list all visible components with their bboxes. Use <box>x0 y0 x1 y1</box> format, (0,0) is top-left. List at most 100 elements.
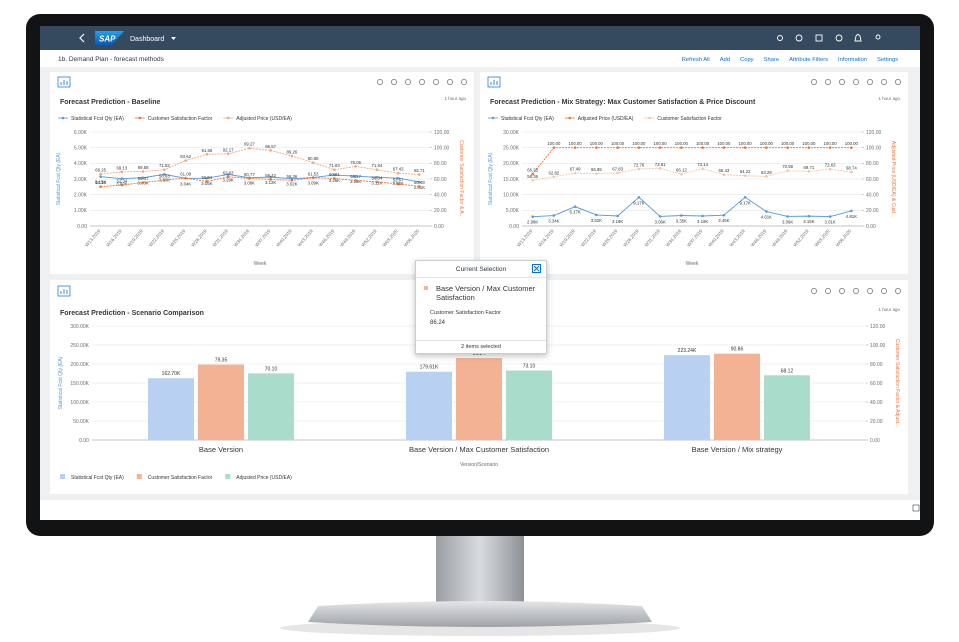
data-point[interactable] <box>552 175 556 179</box>
legend-label[interactable]: Statistical Fcst Qty (EA) <box>71 116 124 122</box>
data-point[interactable] <box>680 214 683 217</box>
bar[interactable] <box>764 375 810 440</box>
data-point[interactable] <box>616 146 619 149</box>
bar[interactable] <box>406 371 452 440</box>
data-point[interactable] <box>552 214 556 217</box>
data-point[interactable] <box>595 146 598 149</box>
data-point[interactable] <box>141 176 145 180</box>
toolbar-icon[interactable] <box>853 79 859 85</box>
shell-title[interactable]: Dashboard <box>130 36 164 43</box>
action-button[interactable]: Attribute Filters <box>789 57 828 63</box>
data-point[interactable] <box>850 146 853 149</box>
data-point[interactable] <box>226 152 230 156</box>
data-point[interactable] <box>226 173 230 176</box>
legend-label[interactable]: Statistical Fcst Qty (EA) <box>501 116 554 122</box>
data-point[interactable] <box>375 168 379 172</box>
data-point[interactable] <box>311 161 315 164</box>
data-point[interactable] <box>637 195 641 199</box>
data-point[interactable] <box>722 173 726 177</box>
toolbar-icon[interactable] <box>839 79 845 85</box>
chart-type-button[interactable] <box>57 76 71 88</box>
toolbar-icon[interactable] <box>853 288 859 294</box>
popover-footer[interactable]: 2 items selected <box>416 340 546 353</box>
data-point[interactable] <box>120 170 124 174</box>
data-point[interactable] <box>290 178 294 182</box>
data-point[interactable] <box>269 149 272 152</box>
data-point[interactable] <box>637 167 641 171</box>
close-button[interactable] <box>532 264 541 273</box>
data-point[interactable] <box>184 159 187 162</box>
chart-type-button[interactable] <box>57 285 71 297</box>
data-point[interactable] <box>333 168 336 172</box>
data-point[interactable] <box>311 176 315 180</box>
toolbar-icon[interactable] <box>811 288 817 294</box>
data-point[interactable] <box>850 209 853 213</box>
toolbar-icon[interactable] <box>377 79 383 85</box>
action-button[interactable]: Information <box>838 57 867 63</box>
data-point[interactable] <box>375 180 379 184</box>
data-point[interactable] <box>595 213 598 217</box>
data-point[interactable] <box>701 146 704 149</box>
data-point[interactable] <box>205 152 209 156</box>
data-point[interactable] <box>184 176 187 180</box>
data-point[interactable] <box>375 175 379 179</box>
data-point[interactable] <box>531 178 534 182</box>
data-point[interactable] <box>531 215 534 218</box>
bar[interactable] <box>714 353 760 440</box>
data-point[interactable] <box>658 167 662 170</box>
data-point[interactable] <box>418 180 421 184</box>
data-point[interactable] <box>99 185 102 189</box>
action-button[interactable]: Add <box>720 57 730 63</box>
data-point[interactable] <box>658 215 662 218</box>
data-point[interactable] <box>765 210 768 213</box>
data-point[interactable] <box>701 167 704 171</box>
feedback-icon[interactable] <box>815 34 823 42</box>
data-point[interactable] <box>396 182 400 186</box>
data-point[interactable] <box>99 172 102 176</box>
toolbar-icon[interactable] <box>839 288 845 294</box>
data-point[interactable] <box>722 146 726 149</box>
user-icon[interactable] <box>875 34 881 40</box>
data-point[interactable] <box>807 214 811 218</box>
data-point[interactable] <box>573 205 577 208</box>
toolbar-icon[interactable] <box>811 79 817 85</box>
data-point[interactable] <box>701 214 704 218</box>
toolbar-icon[interactable] <box>867 79 873 85</box>
data-point[interactable] <box>743 195 747 199</box>
action-button[interactable]: Settings <box>877 57 898 63</box>
data-point[interactable] <box>616 171 619 175</box>
chart-type-button[interactable] <box>487 76 501 88</box>
toolbar-icon[interactable] <box>881 79 887 85</box>
data-point[interactable] <box>120 183 124 187</box>
data-point[interactable] <box>354 165 357 168</box>
back-button[interactable] <box>79 33 85 43</box>
bar[interactable] <box>456 358 502 440</box>
legend-label[interactable]: Customer Satisfaction Factor <box>657 116 722 122</box>
data-point[interactable] <box>765 146 768 149</box>
toolbar-icon[interactable] <box>391 79 397 85</box>
data-point[interactable] <box>637 146 641 149</box>
data-point[interactable] <box>807 146 811 149</box>
data-point[interactable] <box>658 146 662 149</box>
data-point[interactable] <box>531 172 534 176</box>
data-point[interactable] <box>290 154 294 158</box>
legend-label[interactable]: Adjusted Price (USD/EA) <box>578 116 634 122</box>
legend-label[interactable]: Customer Satisfaction Factor <box>148 116 213 122</box>
data-point[interactable] <box>269 178 272 181</box>
notify-icon[interactable] <box>854 34 862 42</box>
info-icon[interactable] <box>835 34 843 42</box>
data-point[interactable] <box>163 168 166 172</box>
data-point[interactable] <box>595 172 598 175</box>
data-point[interactable] <box>333 177 336 180</box>
toolbar-icon[interactable] <box>895 79 901 85</box>
bar[interactable] <box>198 364 244 440</box>
data-point[interactable] <box>163 173 166 176</box>
action-button[interactable]: Refresh All <box>682 57 710 63</box>
data-point[interactable] <box>786 146 789 149</box>
data-point[interactable] <box>680 146 683 149</box>
help-icon[interactable] <box>795 34 803 42</box>
data-point[interactable] <box>573 146 577 149</box>
data-point[interactable] <box>680 172 683 176</box>
data-point[interactable] <box>828 146 832 149</box>
data-point[interactable] <box>828 215 832 218</box>
